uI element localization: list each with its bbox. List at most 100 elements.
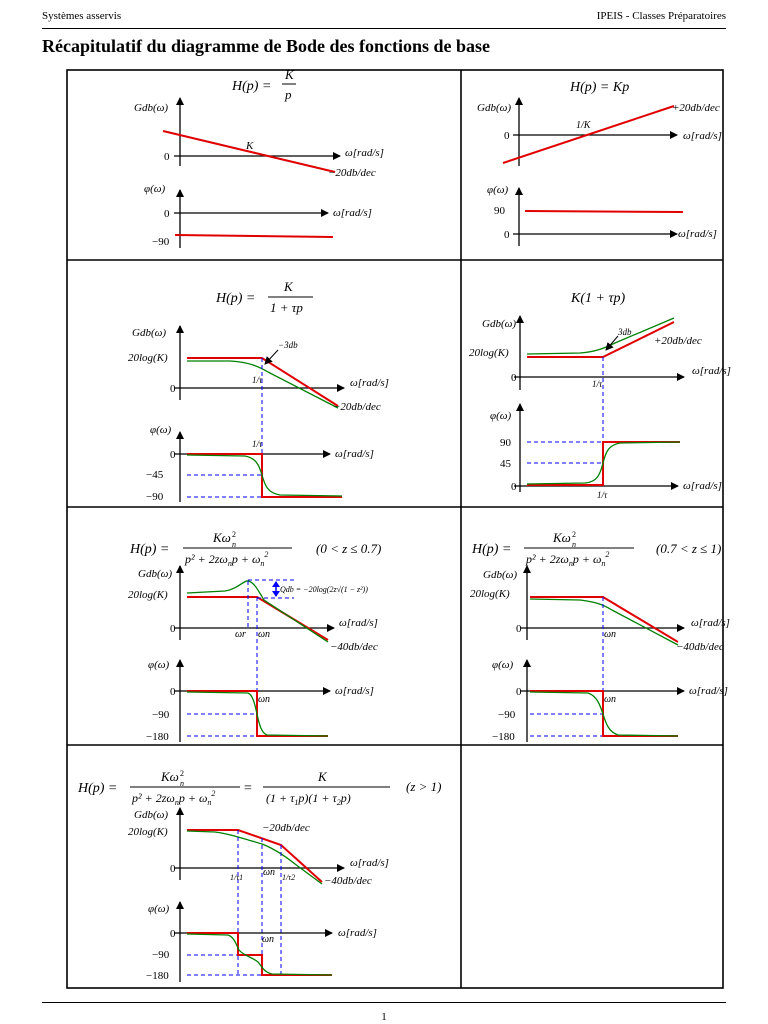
gain-axis-label: Gdb(ω) <box>134 809 168 821</box>
svg-text:1 + τp: 1 + τp <box>270 300 303 315</box>
gain-tick-20logK: 20log(K) <box>128 826 168 838</box>
phase-tick-90: −90 <box>498 709 516 721</box>
gain-axis-label: Gdb(ω) <box>477 102 511 114</box>
phase-freq-label: ω[rad/s] <box>683 480 722 492</box>
panel-second-order-resonant: H(p) = Kω n 2 p² + 2zωnp + ωn2 (0 < z ≤ … <box>128 530 381 743</box>
phase-axis-label: φ(ω) <box>144 183 166 195</box>
svg-text:=: = <box>244 781 252 796</box>
formula: H(p) = <box>77 781 117 796</box>
phase-tick-90: 90 <box>494 205 506 217</box>
phase-freq-label: ω[rad/s] <box>338 927 377 939</box>
gain-axis-label: Gdb(ω) <box>132 327 166 339</box>
gain-tick-20logK: 20log(K) <box>470 588 510 600</box>
marker-omega-n: ωn <box>263 867 275 878</box>
condition: (0.7 < z ≤ 1) <box>656 541 721 556</box>
phase-tick-0: 0 <box>170 928 176 940</box>
phase-tick-180: −180 <box>492 731 515 743</box>
phase-freq-label: ω[rad/s] <box>333 207 372 219</box>
gain-axis-label: Gdb(ω) <box>483 569 517 581</box>
marker-1-over-tau1: 1/τ1 <box>230 873 243 882</box>
condition: (z > 1) <box>406 779 442 794</box>
gain-tick-0: 0 <box>511 372 517 384</box>
phase-tick-90: −90 <box>152 949 170 961</box>
freq-axis-label: ω[rad/s] <box>350 857 389 869</box>
slope-label-40: −40db/dec <box>324 875 372 887</box>
phase-tick-45: −45 <box>146 469 164 481</box>
gain-axis-label: Gdb(ω) <box>134 102 168 114</box>
phase-tick-0: 0 <box>516 686 522 698</box>
panel-derivator: H(p) = Kp Gdb(ω) 0 ω[rad/s] 1/K +20db/de… <box>477 80 722 246</box>
phase-freq-label: ω[rad/s] <box>335 448 374 460</box>
gain-tick-0: 0 <box>170 863 176 875</box>
annotation-3db: 3db <box>617 327 632 337</box>
phase-tick-0: 0 <box>164 208 170 220</box>
svg-text:(1 + τ1p)(1 + τ2p): (1 + τ1p)(1 + τ2p) <box>266 791 351 807</box>
phase-tick-0: 0 <box>504 229 510 241</box>
svg-text:2: 2 <box>232 530 236 539</box>
marker-omega-r: ωr <box>235 629 246 640</box>
formula: H(p) = Kp <box>569 80 629 95</box>
panel-first-order: H(p) = K 1 + τp Gdb(ω) 20log(K) 0 ω[rad/… <box>128 279 389 503</box>
gain-asymptote <box>162 130 336 173</box>
phase-tick-45: 45 <box>500 458 512 470</box>
formula-num: K <box>284 67 295 82</box>
phase-axis-label: φ(ω) <box>487 184 509 196</box>
gain-tick-0: 0 <box>516 623 522 635</box>
annotation-3db: −3db <box>278 340 298 350</box>
q-annotation: Qdb = −20log(2z√(1 − z²)) <box>280 585 368 594</box>
marker-omega-n: ωn <box>258 629 270 640</box>
phase-real-curve <box>529 691 679 737</box>
marker-omega-n: ωn <box>604 629 616 640</box>
phase-marker-omega-n: ωn <box>604 694 616 705</box>
phase-tick-90: −90 <box>152 709 170 721</box>
phase-marker-omega-n: ωn <box>258 694 270 705</box>
page-title: Récapitulatif du diagramme de Bode des f… <box>42 36 491 56</box>
phase-freq-label: ω[rad/s] <box>335 685 374 697</box>
condition: (0 < z ≤ 0.7) <box>316 541 381 556</box>
freq-axis-label: ω[rad/s] <box>345 147 384 159</box>
gain-real-curve <box>526 317 675 355</box>
formula-den: p <box>284 87 292 102</box>
slope-label: +20db/dec <box>654 335 702 347</box>
gain-tick-20logK: 20log(K) <box>469 347 509 359</box>
phase-tick-180: −180 <box>146 970 169 982</box>
gain-tick-0: 0 <box>170 383 176 395</box>
marker-1-over-tau: 1/τ <box>252 375 263 385</box>
slope-label: −20db/dec <box>333 401 381 413</box>
phase-tick-90: −90 <box>152 236 170 248</box>
freq-axis-label: ω[rad/s] <box>692 365 731 377</box>
gain-axis-label: Gdb(ω) <box>482 318 516 330</box>
phase-tick-90: 90 <box>500 437 512 449</box>
marker-1-over-K: 1/K <box>576 120 592 131</box>
gain-axis-label: Gdb(ω) <box>138 568 172 580</box>
slope-label-20: −20db/dec <box>262 822 310 834</box>
phase-axis-label: φ(ω) <box>492 659 514 671</box>
gain-tick-0: 0 <box>504 130 510 142</box>
slope-label: −40db/dec <box>330 641 378 653</box>
phase-axis-label: φ(ω) <box>148 903 170 915</box>
header-rule <box>42 28 726 29</box>
panel-second-order-overdamped: H(p) = Kω n 2 p² + 2zωnp + ωn2 = K (1 + … <box>77 769 442 982</box>
phase-tick-90: −90 <box>146 491 164 503</box>
svg-text:Kω: Kω <box>212 530 231 545</box>
svg-text:2: 2 <box>180 769 184 778</box>
phase-tick-0: 0 <box>170 449 176 461</box>
phase-real-curve <box>186 933 333 976</box>
phase-line <box>174 234 334 238</box>
phase-tick-0: 0 <box>170 686 176 698</box>
svg-text:K: K <box>317 769 328 784</box>
phase-marker-1-over-tau: 1/τ <box>597 490 608 500</box>
formula: H(p) = <box>471 542 511 557</box>
formula: H(p) = <box>231 79 271 94</box>
gain-real-curve <box>529 598 679 646</box>
svg-text:Kω: Kω <box>552 530 571 545</box>
svg-text:p² + 2zωnp + ωn2: p² + 2zωnp + ωn2 <box>184 550 268 568</box>
gain-tick-0: 0 <box>164 151 170 163</box>
panel-second-order-damped: H(p) = Kω n 2 p² + 2zωnp + ωn2 (0.7 < z … <box>470 530 730 743</box>
phase-marker-1-over-tau: 1/τ <box>252 439 263 449</box>
phase-tick-0: 0 <box>511 481 517 493</box>
phase-axis-label: φ(ω) <box>490 410 512 422</box>
phase-freq-label: ω[rad/s] <box>678 228 717 240</box>
svg-text:Kω: Kω <box>160 769 179 784</box>
